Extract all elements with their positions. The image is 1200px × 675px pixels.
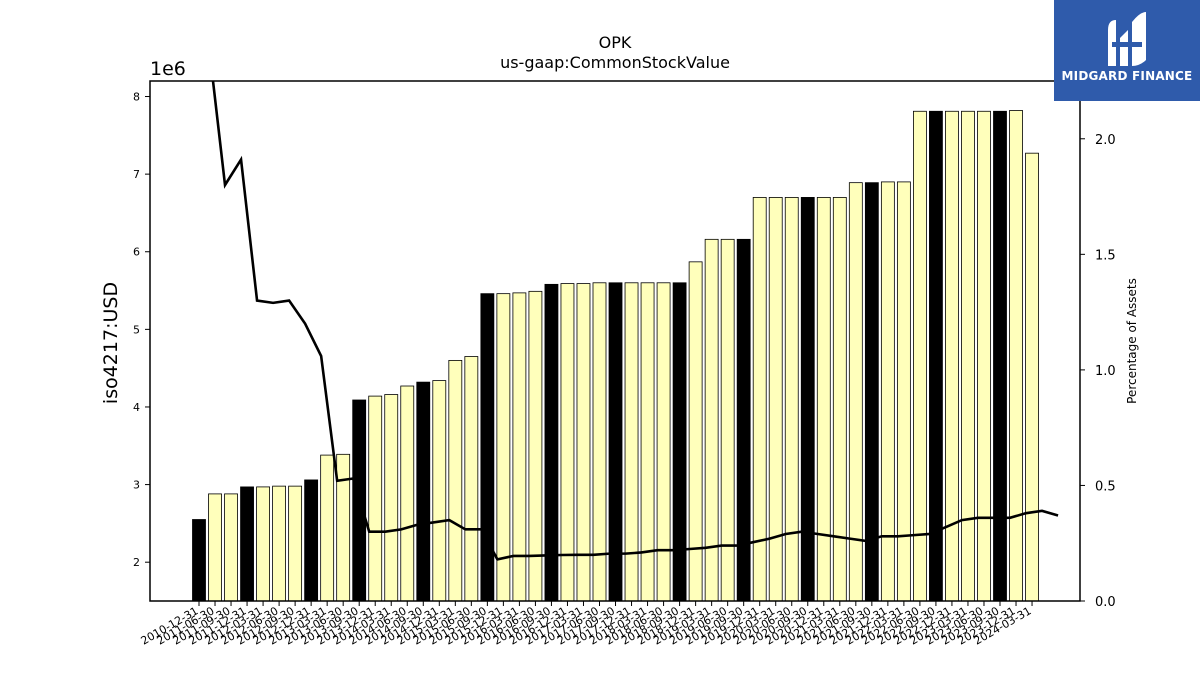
chart-subtitle: us-gaap:CommonStockValue [500, 53, 730, 72]
y-tick-label: 2 [133, 556, 140, 569]
y-tick-label: 5 [133, 323, 140, 336]
y2-axis-label: Percentage of Assets [1125, 278, 1139, 404]
bar-2016-06-30 [544, 283, 559, 602]
y2-tick-label: 0.5 [1095, 479, 1116, 494]
bar-2013-12-31 [384, 394, 399, 602]
bar-2012-09-30 [304, 479, 319, 602]
bar-2018-03-31 [656, 282, 671, 602]
bar-2016-09-30 [560, 283, 575, 602]
bar-2020-09-30 [816, 197, 831, 602]
percentage-line [211, 81, 1059, 561]
x-axis-ticks: 2010-12-312011-06-302011-09-302011-12-31… [139, 601, 1034, 648]
bar-2019-12-31 [768, 197, 783, 602]
midgard-finance-logo: MIDGARD FINANCE [1054, 0, 1200, 101]
y2-tick-label: 1.0 [1095, 364, 1116, 379]
bar-2012-12-31 [320, 454, 335, 602]
bar-2021-09-30 [880, 181, 895, 602]
y2-tick-label: 2.0 [1095, 133, 1116, 148]
bar-2013-03-31 [336, 453, 351, 602]
bar-2011-06-30 [224, 493, 238, 602]
y-tick-label: 6 [133, 246, 140, 259]
y2-axis-ticks: 0.0 0.5 1.0 1.5 2.0 [1080, 133, 1116, 610]
bar-2015-06-30 [480, 293, 495, 602]
bar-2011-03-31 [208, 493, 222, 602]
bar-2014-09-30 [432, 380, 447, 602]
bar-2012-03-31 [272, 485, 287, 602]
bar-2021-12-31 [896, 181, 911, 602]
bar-2014-03-31 [400, 385, 415, 602]
y-tick-label: 3 [133, 479, 140, 492]
bar-2020-06-30 [800, 197, 815, 602]
bar-2014-06-30 [416, 381, 431, 602]
y-axis-offset-label: 1e6 [150, 58, 186, 80]
bar-2023-09-30 [1009, 110, 1023, 602]
y-tick-label: 7 [133, 168, 140, 181]
bar-group [192, 110, 1039, 602]
y-tick-label: 4 [133, 401, 140, 414]
bar-2016-12-31 [576, 283, 591, 602]
bar-2014-12-31 [448, 359, 463, 602]
y-tick-label: 8 [133, 91, 140, 104]
bar-2015-09-30 [496, 293, 511, 602]
bar-2011-12-31 [256, 486, 270, 602]
bar-2019-06-30 [736, 238, 751, 602]
bar-2011-09-30 [240, 486, 254, 602]
bar-2010-12-31 [192, 519, 206, 602]
bar-2018-06-30 [672, 282, 687, 602]
bar-2020-12-31 [832, 197, 847, 602]
bar-2022-12-31 [961, 110, 975, 602]
logo-text: MIDGARD FINANCE [1061, 69, 1193, 83]
y-axis-ticks: 2 3 4 5 6 7 8 [133, 91, 150, 569]
bar-2023-12-31 [1025, 152, 1039, 602]
plot-frame [149, 80, 1081, 602]
y2-tick-label: 0.0 [1095, 595, 1116, 610]
y2-tick-label: 1.5 [1095, 248, 1116, 263]
bar-2012-06-30 [288, 485, 303, 602]
chart-title: OPK [599, 33, 632, 52]
bar-2023-03-31 [977, 110, 991, 602]
logo-mark-icon [1108, 12, 1146, 66]
bar-2020-03-31 [784, 197, 799, 602]
bar-2013-09-30 [368, 395, 383, 602]
percentage-line-group [211, 81, 1059, 561]
bar-2022-03-31 [913, 110, 927, 602]
bar-2023-06-30 [993, 110, 1007, 602]
y-axis-label: iso4217:USD [100, 282, 122, 404]
bar-2015-03-31 [464, 356, 479, 602]
bar-2022-06-30 [929, 110, 943, 602]
